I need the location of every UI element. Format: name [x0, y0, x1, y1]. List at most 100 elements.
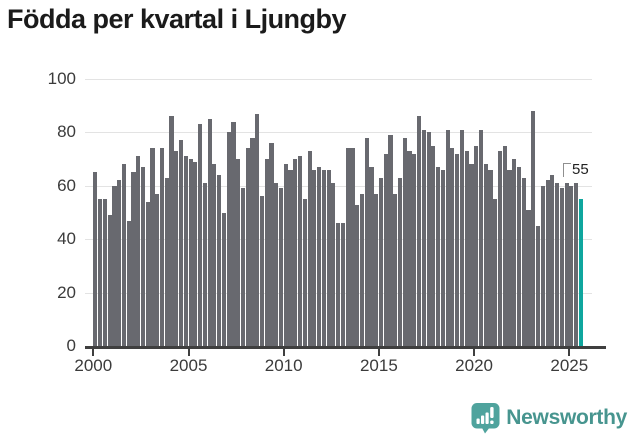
bar — [259, 196, 265, 346]
bar — [307, 151, 312, 346]
bar — [340, 223, 345, 346]
bar — [483, 164, 488, 346]
newsworthy-logo-icon — [471, 403, 500, 434]
bar — [226, 132, 231, 346]
bar — [278, 188, 284, 346]
bar — [436, 167, 441, 346]
y-gridline — [85, 185, 592, 187]
bar — [416, 116, 422, 346]
plot-area — [85, 79, 606, 356]
bar — [402, 137, 407, 346]
bar — [326, 169, 331, 346]
x-axis-tick-label: 2010 — [264, 356, 303, 375]
y-gridline — [85, 79, 592, 80]
bar — [431, 145, 436, 346]
highlight-bar — [578, 199, 583, 346]
bar — [231, 121, 236, 346]
y-axis-tick-label: 60 — [57, 175, 76, 195]
bar — [512, 159, 517, 346]
bar — [126, 220, 131, 346]
newsworthy-logo-text: Newsworthy — [506, 406, 627, 429]
bar — [521, 177, 526, 346]
x-axis-line — [85, 346, 606, 349]
bar — [240, 188, 246, 346]
y-gridline — [85, 132, 592, 134]
bar — [198, 124, 203, 346]
bar — [478, 129, 484, 346]
bar — [102, 199, 107, 346]
y-axis-tick-label: 20 — [57, 282, 76, 302]
x-axis-tick — [187, 349, 190, 356]
bar — [559, 188, 564, 346]
bar — [550, 175, 555, 346]
x-axis-tick-label: 2015 — [359, 356, 398, 375]
bar — [564, 183, 569, 346]
bar — [397, 177, 403, 346]
bar — [331, 183, 336, 346]
bar — [345, 148, 350, 346]
x-axis-tick-label: 2025 — [550, 356, 589, 375]
bar — [302, 199, 307, 346]
bar — [383, 153, 388, 346]
bar — [350, 148, 355, 346]
bar — [236, 159, 241, 346]
x-axis-tick — [377, 349, 380, 356]
bar — [136, 156, 141, 346]
bar — [336, 223, 341, 346]
bar — [474, 145, 479, 346]
bar — [421, 129, 426, 346]
x-axis-tick — [92, 349, 95, 356]
bar — [202, 183, 207, 346]
bar — [412, 153, 417, 346]
bar — [545, 180, 550, 346]
bar — [531, 111, 536, 346]
bar — [193, 161, 198, 346]
annotation-corner-mark — [563, 163, 571, 177]
bar — [393, 193, 398, 346]
bar — [293, 159, 298, 346]
chart-title: Födda per kvartal i Ljungby — [7, 4, 347, 34]
bar — [264, 159, 269, 346]
bar — [540, 185, 545, 346]
bar — [364, 137, 369, 346]
bar — [145, 201, 150, 346]
bar — [107, 215, 112, 346]
bar — [426, 132, 431, 346]
bar — [283, 164, 288, 346]
bar — [183, 156, 188, 346]
bar — [378, 177, 384, 346]
bar — [255, 113, 260, 346]
bar — [140, 167, 146, 346]
y-axis-tick-label: 40 — [57, 229, 76, 249]
newsworthy-logo[interactable]: Newsworthy — [471, 402, 627, 434]
x-axis-tick-label: 2005 — [169, 356, 208, 375]
bar — [169, 116, 174, 346]
bar — [535, 225, 541, 346]
bar — [131, 172, 136, 346]
bar — [455, 153, 460, 346]
bar — [526, 209, 531, 346]
bar — [497, 151, 503, 346]
bar — [493, 199, 498, 346]
bar — [207, 119, 212, 346]
bar — [188, 159, 193, 346]
bar — [274, 183, 279, 346]
bar — [445, 129, 450, 346]
bar — [155, 193, 160, 346]
y-axis-tick-label: 0 — [66, 336, 76, 355]
bar — [288, 169, 293, 346]
bar — [112, 185, 117, 346]
bar — [355, 204, 360, 346]
latest-value-annotation: 55 — [563, 161, 589, 178]
bar — [297, 156, 303, 346]
bar — [321, 169, 326, 346]
y-axis-tick-label: 80 — [57, 122, 76, 142]
bar — [178, 140, 184, 346]
bar — [98, 199, 103, 346]
bar — [488, 169, 493, 346]
bar — [250, 137, 255, 346]
bar — [159, 148, 165, 346]
bar — [374, 193, 379, 346]
bar — [221, 212, 226, 346]
